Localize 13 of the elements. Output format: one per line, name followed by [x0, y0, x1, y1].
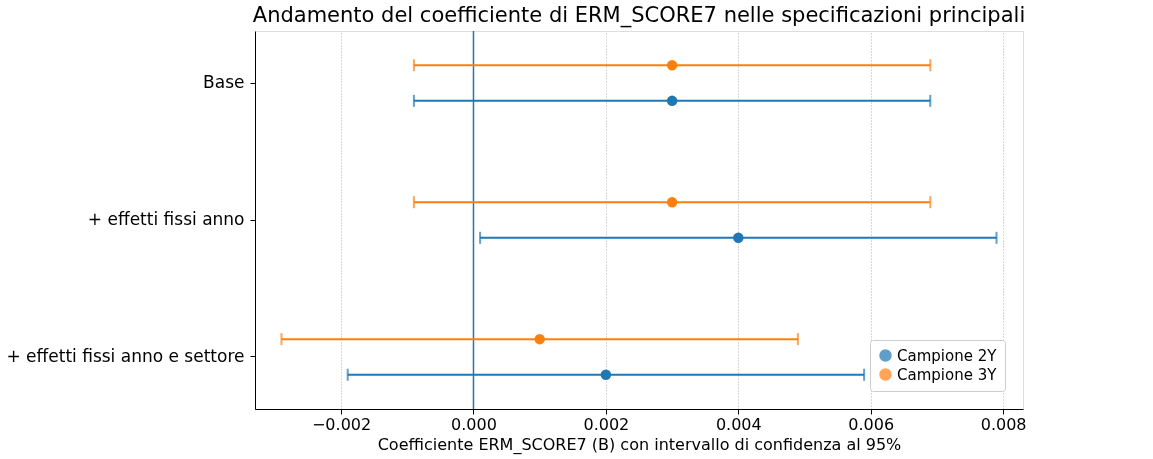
x-tick-label: 0.004 [715, 414, 762, 434]
x-tick-label: 0.006 [848, 414, 895, 434]
legend-label: Campione 3Y [897, 365, 998, 384]
x-tick-label: 0.002 [583, 414, 630, 434]
y-tick-label: + effetti fissi anno [87, 209, 245, 229]
y-tick-label: + effetti fissi anno e settore [6, 345, 245, 366]
x-tick-label: 0.000 [451, 414, 497, 434]
x-tick-label: 0.008 [980, 414, 1027, 434]
x-tick-label: −0.002 [311, 414, 372, 434]
x-axis-title: Coefficiente ERM_SCORE7 (B) con intervallo di confidenza al 95% [377, 434, 902, 455]
y-tick-label: Base [203, 72, 245, 93]
chart-title: Andamento del coefficiente di ERM_SCORE7 nelle specificazioni principali [252, 3, 1026, 29]
legend-label: Campione 2Y [897, 346, 998, 365]
